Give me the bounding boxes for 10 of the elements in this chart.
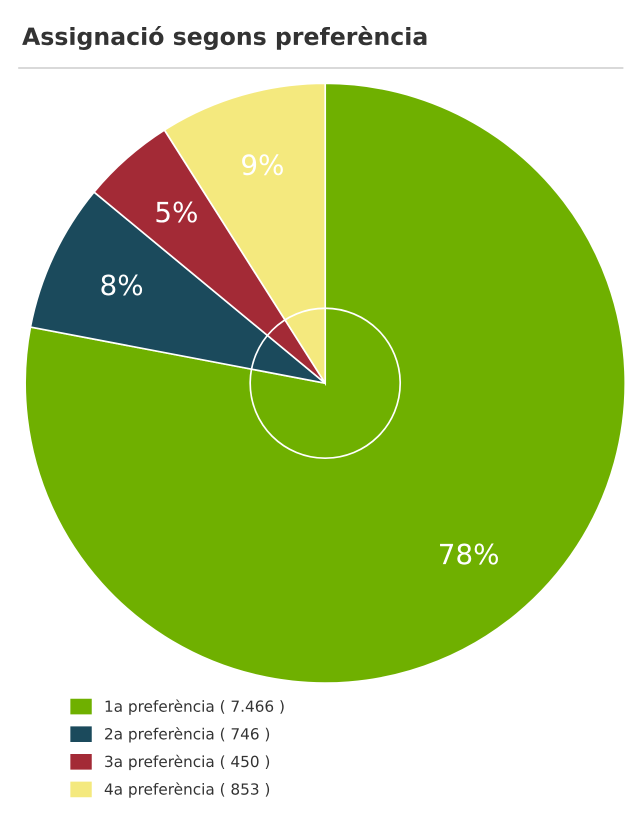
data-label: 8% [101,274,142,296]
data-label: 5% [156,202,197,223]
legend-label: 1a preferència ( 7.466 ) [106,700,284,715]
data-label: 78% [440,544,498,565]
data-label: 9% [242,154,283,176]
chart-title: Assignació segons preferència [22,26,426,50]
pie-slice [24,82,626,684]
legend-label: 2a preferència ( 746 ) [105,727,270,743]
legend-label: 4a preferència ( 853 ) [104,782,270,798]
legend-label: 3a preferència ( 450 ) [105,754,270,770]
